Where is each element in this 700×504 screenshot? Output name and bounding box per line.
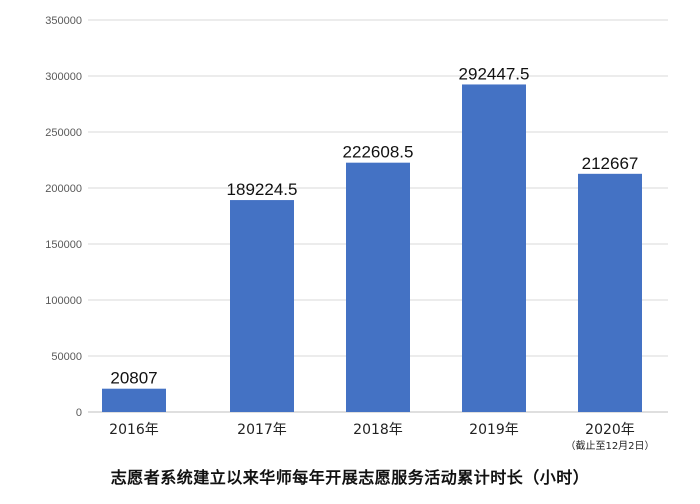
bar	[346, 162, 410, 412]
data-label: 212667	[582, 154, 639, 173]
chart-title: 志愿者系统建立以来华师每年开展志愿服务活动累计时长（小时）	[110, 468, 590, 487]
data-label: 292447.5	[459, 64, 530, 83]
data-label: 20807	[110, 369, 157, 388]
x-tick-label: 2020年	[585, 422, 635, 438]
y-tick-label: 200000	[45, 183, 82, 195]
y-tick-label: 300000	[45, 71, 82, 83]
data-label: 189224.5	[227, 180, 298, 199]
y-tick-label: 150000	[45, 239, 82, 251]
x-tick-label: 2019年	[469, 422, 519, 438]
y-tick-label: 100000	[45, 295, 82, 307]
x-tick-label: 2017年	[237, 422, 287, 438]
y-tick-label: 250000	[45, 127, 82, 139]
bar	[578, 173, 642, 412]
data-label: 222608.5	[343, 143, 414, 162]
bar	[230, 200, 294, 412]
bar	[102, 388, 166, 412]
x-tick-note: （截止至12月2日）	[565, 439, 654, 452]
x-tick-label: 2016年	[109, 422, 159, 438]
y-tick-label: 350000	[45, 15, 82, 27]
y-tick-label: 0	[76, 407, 82, 419]
bar	[462, 84, 526, 412]
x-tick-label: 2018年	[353, 422, 403, 438]
y-tick-label: 50000	[51, 351, 82, 363]
